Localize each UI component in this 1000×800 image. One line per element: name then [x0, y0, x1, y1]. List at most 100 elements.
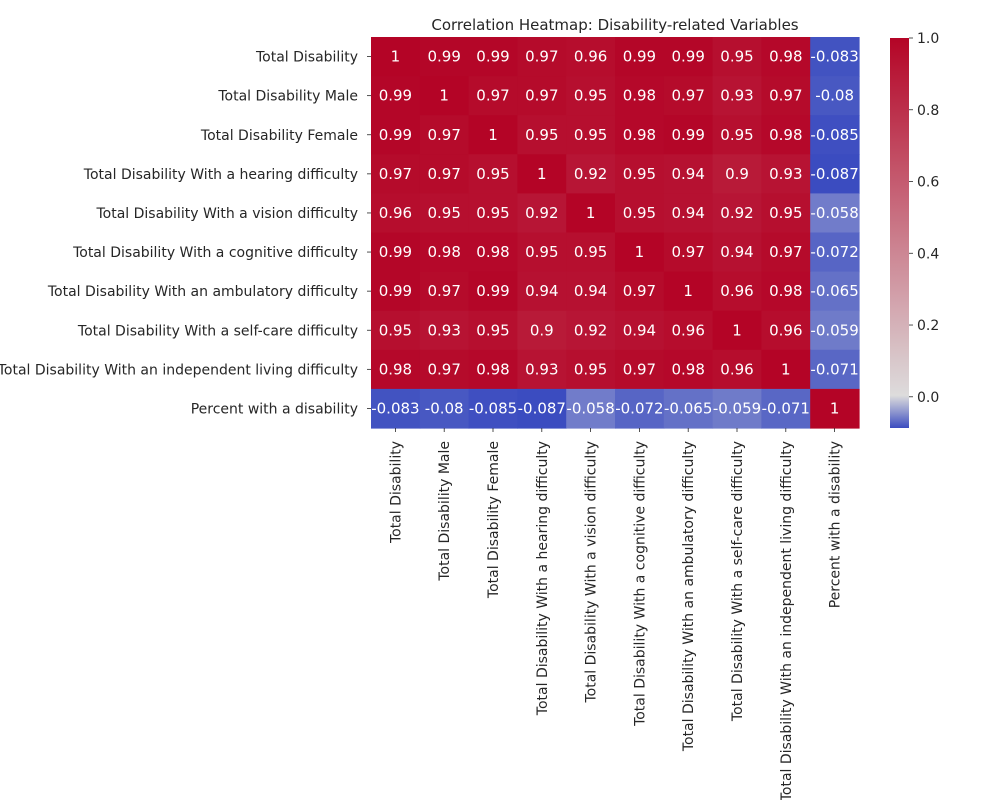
heatmap-cell	[810, 193, 860, 234]
heatmap-cell	[419, 37, 470, 77]
column-label: Total Disability With an independent liv…	[779, 441, 795, 800]
cell-value-label: 0.93	[427, 321, 460, 339]
row-label: Total Disability With a cognitive diffic…	[72, 245, 358, 261]
cell-value-label: 0.95	[379, 321, 412, 339]
heatmap-cell	[419, 271, 470, 312]
cell-value-label: 1	[391, 48, 401, 66]
heatmap-cell	[468, 232, 518, 273]
heatmap-cell	[615, 349, 665, 390]
heatmap-cell	[663, 349, 714, 390]
heatmap-cell	[712, 154, 762, 194]
heatmap-cell	[517, 37, 567, 77]
colorbar-gradient	[890, 38, 909, 428]
cell-value-label: -0.087	[518, 399, 566, 417]
heatmap-cell	[712, 37, 762, 77]
cell-value-label: 0.98	[769, 126, 802, 144]
cell-value-label: 0.97	[427, 282, 460, 300]
cell-value-label: -0.085	[810, 126, 858, 144]
heatmap-cell	[371, 115, 421, 155]
cell-value-label: 0.97	[427, 360, 460, 378]
cell-value-label: 0.99	[623, 48, 656, 66]
heatmap-cell	[566, 37, 616, 77]
cell-value-label: 0.96	[720, 360, 753, 378]
cell-value-label: 0.95	[623, 204, 656, 222]
heatmap-cell	[468, 388, 518, 429]
cell-value-label: 0.95	[574, 87, 607, 105]
heatmap-cell	[517, 193, 567, 234]
heatmap-cell	[810, 310, 860, 351]
heatmap-cell	[419, 310, 470, 351]
heatmap-cell	[419, 388, 470, 429]
cell-value-label: 0.97	[769, 87, 802, 105]
cell-value-label: 0.98	[671, 360, 704, 378]
heatmap-cells: 1 0.99 0.99 0.97 0.96 0.99 0.99 0.95 0.98 -0.083 0…	[371, 37, 860, 429]
cell-value-label: 1	[635, 243, 645, 261]
heatmap-cell	[419, 232, 470, 273]
cell-value-label: 0.95	[574, 243, 607, 261]
cell-value-label: 0.95	[525, 243, 558, 261]
cell-value-label: 0.99	[379, 126, 412, 144]
cell-value-label: 0.95	[769, 204, 802, 222]
cell-value-label: 0.92	[525, 204, 558, 222]
heatmap-cell	[712, 271, 762, 312]
row-label: Total Disability With a self-care diffic…	[77, 323, 358, 339]
cell-value-label: 0.97	[623, 282, 656, 300]
cell-value-label: 0.94	[671, 204, 704, 222]
cell-value-label: 0.93	[769, 165, 802, 183]
heatmap-cell	[468, 310, 518, 351]
heatmap-cell	[566, 271, 616, 312]
cell-value-label: 0.99	[671, 48, 704, 66]
cell-value-label: 0.97	[769, 243, 802, 261]
cell-value-label: 0.95	[623, 165, 656, 183]
cell-value-label: 0.98	[379, 360, 412, 378]
cell-value-label: 0.96	[769, 321, 802, 339]
cell-value-label: -0.083	[810, 48, 858, 66]
heatmap-cell	[761, 115, 811, 155]
cell-value-label: -0.058	[810, 204, 858, 222]
heatmap-cell	[663, 388, 714, 429]
cell-value-label: 0.94	[574, 282, 607, 300]
cell-value-label: 1	[781, 360, 791, 378]
cell-value-label: 0.95	[720, 48, 753, 66]
heatmap-cell	[810, 154, 860, 194]
heatmap-cell	[810, 271, 860, 312]
heatmap-cell	[468, 115, 518, 155]
heatmap-cell	[468, 271, 518, 312]
cell-value-label: -0.08	[815, 87, 854, 105]
cell-value-label: 0.95	[476, 165, 509, 183]
heatmap-cell	[615, 232, 665, 273]
heatmap-cell	[468, 76, 518, 116]
cell-value-label: 0.98	[476, 243, 509, 261]
cell-value-label: 0.97	[525, 87, 558, 105]
heatmap-cell	[712, 388, 762, 429]
heatmap-cell	[810, 37, 860, 77]
heatmap-cell	[517, 349, 567, 390]
cell-value-label: 0.99	[379, 87, 412, 105]
heatmap-cell	[615, 310, 665, 351]
heatmap-cell	[468, 37, 518, 77]
colorbar-tick-label: 1.0	[917, 31, 939, 47]
heatmap-cell	[517, 271, 567, 312]
heatmap-cell	[615, 76, 665, 116]
cell-value-label: 0.99	[379, 282, 412, 300]
cell-value-label: 0.96	[720, 282, 753, 300]
heatmap-cell	[371, 310, 421, 351]
heatmap-cell	[615, 193, 665, 234]
cell-value-label: 0.95	[476, 321, 509, 339]
heatmap-cell	[810, 76, 860, 116]
heatmap-cell	[615, 37, 665, 77]
heatmap-cell	[761, 310, 811, 351]
heatmap-cell	[663, 310, 714, 351]
column-label: Percent with a disability	[828, 441, 844, 608]
cell-value-label: 0.99	[379, 243, 412, 261]
chart-title: Correlation Heatmap: Disability-related …	[431, 16, 798, 34]
cell-value-label: -0.065	[664, 399, 712, 417]
heatmap-cell	[761, 37, 811, 77]
row-label: Total Disability	[255, 50, 358, 66]
heatmap-cell	[663, 193, 714, 234]
heatmap-cell	[566, 154, 616, 194]
cell-value-label: 0.9	[725, 165, 749, 183]
cell-value-label: 0.95	[525, 126, 558, 144]
cell-value-label: 0.99	[476, 48, 509, 66]
